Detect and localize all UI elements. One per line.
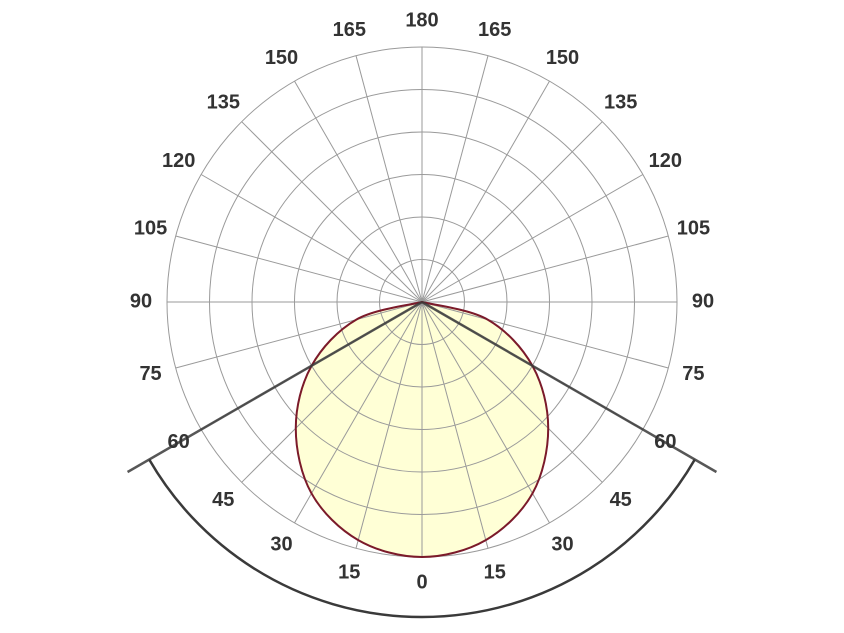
beam-line bbox=[126, 300, 423, 474]
angle-label: 0 bbox=[416, 571, 427, 593]
grid-spoke bbox=[421, 301, 669, 369]
angle-label: 60 bbox=[654, 431, 676, 453]
angle-label: 75 bbox=[682, 363, 704, 385]
angle-label: 120 bbox=[162, 150, 195, 172]
grid-spoke bbox=[175, 301, 423, 369]
angle-label: 120 bbox=[649, 150, 682, 172]
grid-spoke bbox=[421, 301, 489, 549]
angle-label: 180 bbox=[405, 9, 438, 31]
angle-label: 30 bbox=[270, 534, 292, 556]
grid-spoke bbox=[175, 235, 423, 303]
angle-label: 165 bbox=[333, 19, 366, 41]
beam-arc bbox=[148, 458, 696, 619]
grid-spoke bbox=[241, 121, 423, 303]
angle-label: 90 bbox=[692, 290, 714, 312]
angle-label: 60 bbox=[168, 431, 190, 453]
grid-spoke bbox=[355, 55, 423, 303]
grid-spoke bbox=[421, 301, 550, 524]
grid-spoke bbox=[355, 301, 423, 549]
angle-label: 135 bbox=[604, 92, 637, 114]
angle-label: 45 bbox=[610, 489, 632, 511]
angle-label: 165 bbox=[478, 19, 511, 41]
grid-spoke bbox=[421, 55, 489, 303]
grid-spoke bbox=[421, 174, 644, 303]
beam-line bbox=[421, 300, 718, 474]
angle-label: 105 bbox=[134, 218, 167, 240]
angle-label: 15 bbox=[338, 562, 360, 584]
grid-spoke bbox=[421, 121, 603, 303]
angle-label: 15 bbox=[484, 562, 506, 584]
angle-label: 105 bbox=[677, 218, 710, 240]
grid-spoke bbox=[294, 301, 423, 524]
angle-label: 150 bbox=[546, 47, 579, 69]
angle-label: 30 bbox=[551, 534, 573, 556]
angle-label: 150 bbox=[265, 47, 298, 69]
grid-spoke bbox=[421, 235, 669, 303]
angle-label: 45 bbox=[212, 489, 234, 511]
angle-label: 90 bbox=[130, 290, 152, 312]
grid-spoke bbox=[241, 301, 423, 483]
angle-label: 135 bbox=[207, 92, 240, 114]
angle-label: 75 bbox=[139, 363, 161, 385]
grid-spoke bbox=[200, 174, 423, 303]
grid-spoke bbox=[421, 301, 603, 483]
grid-spoke bbox=[421, 80, 550, 303]
grid-spoke bbox=[294, 80, 423, 303]
